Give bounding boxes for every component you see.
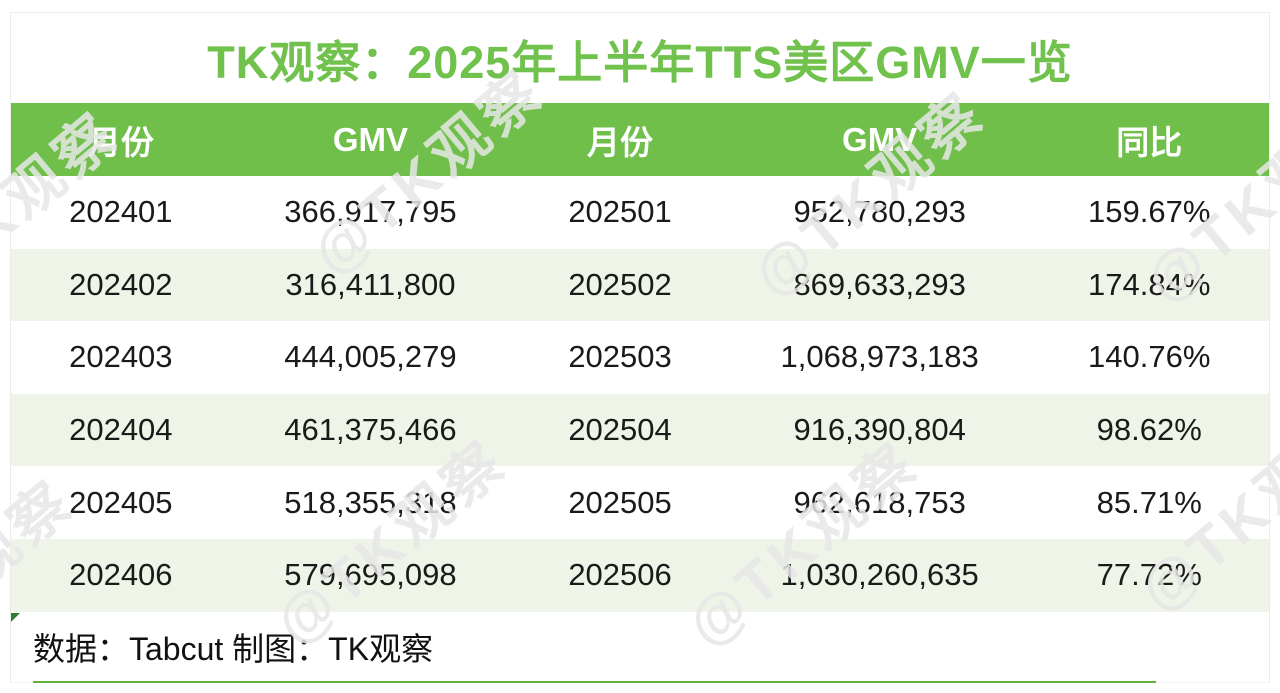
cell-gmv-2024: 579,695,098 [284, 557, 457, 593]
table-row: 202405 518,355,318 202505 962,618,753 85… [11, 466, 1269, 539]
cell-gmv-2025: 1,068,973,183 [780, 339, 979, 375]
cell-gmv-2024: 444,005,279 [284, 339, 457, 375]
header-month-2024: 月份 [87, 123, 154, 161]
cell-gmv-2025: 869,633,293 [793, 266, 966, 302]
cell-yoy: 85.71% [1096, 484, 1202, 520]
cell-yoy: 159.67% [1088, 194, 1211, 230]
table-row: 202404 461,375,466 202504 916,390,804 98… [11, 393, 1269, 467]
cell-gmv-2024: 518,355,318 [284, 484, 457, 520]
header-gmv-2024: GMV [332, 120, 409, 158]
table-row: 202406 579,695,098 202506 1,030,260,635 … [11, 538, 1269, 612]
cell-month-2024: 202405 [69, 484, 173, 520]
cell-gmv-2025: 916,390,804 [793, 412, 966, 448]
cell-yoy: 98.62% [1096, 412, 1202, 448]
gmv-table: 月份 GMV 月份 GMV 同比 202401 366,917,795 2025… [11, 103, 1269, 612]
cell-month-2025: 202501 [568, 194, 672, 230]
cell-month-2024: 202401 [69, 194, 173, 230]
cell-gmv-2024: 316,411,800 [285, 266, 456, 302]
cell-month-2024: 202402 [69, 266, 173, 302]
table-row: 202402 316,411,800 202502 869,633,293 17… [11, 248, 1269, 322]
cell-month-2025: 202506 [568, 557, 672, 593]
cell-gmv-2025: 1,030,260,635 [780, 557, 979, 593]
header-month-2025: 月份 [587, 123, 654, 161]
table-header-row: 月份 GMV 月份 GMV 同比 [11, 103, 1269, 176]
cell-yoy: 140.76% [1088, 339, 1211, 375]
cell-month-2024: 202406 [69, 557, 173, 593]
cell-month-2025: 202504 [568, 412, 672, 448]
table-row: 202401 366,917,795 202501 952,780,293 15… [11, 176, 1269, 249]
table-row: 202403 444,005,279 202503 1,068,973,183 … [11, 321, 1269, 394]
cell-yoy: 174.84% [1088, 266, 1211, 302]
cell-month-2024: 202404 [69, 412, 173, 448]
cell-month-2025: 202502 [568, 266, 672, 302]
title-block: TK观察：2025年上半年TTS美区GMV一览 [11, 13, 1269, 103]
infographic-card: TK观察：2025年上半年TTS美区GMV一览 月份 GMV 月份 GMV 同比… [10, 12, 1270, 683]
cell-gmv-2024: 461,375,466 [284, 412, 457, 448]
cell-gmv-2025: 962,618,753 [793, 484, 966, 520]
excel-corner-flag-icon [11, 612, 20, 622]
cell-month-2025: 202503 [568, 339, 672, 375]
footer: 数据：Tabcut 制图：TK观察 [11, 612, 1269, 683]
cell-month-2024: 202403 [69, 339, 173, 375]
source-note: 数据：Tabcut 制图：TK观察 [33, 631, 434, 668]
cell-month-2025: 202505 [568, 484, 672, 520]
page-title: TK观察：2025年上半年TTS美区GMV一览 [207, 36, 1073, 88]
cell-gmv-2024: 366,917,795 [284, 194, 457, 230]
header-yoy: 同比 [1116, 123, 1183, 161]
cell-yoy: 77.72% [1096, 557, 1202, 593]
cell-gmv-2025: 952,780,293 [793, 194, 966, 230]
header-gmv-2025: GMV [842, 120, 918, 158]
footer-divider [33, 680, 1156, 683]
